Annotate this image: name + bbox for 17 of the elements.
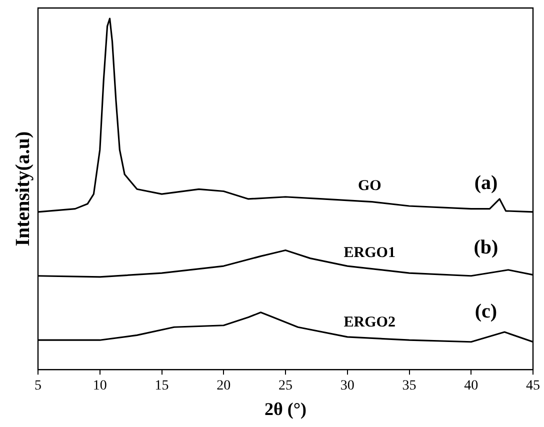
x-tick-label: 30 <box>340 378 354 394</box>
x-tick-label: 45 <box>526 378 540 394</box>
annotation: (b) <box>474 236 498 259</box>
x-axis-title: 2θ (°) <box>264 398 307 419</box>
x-tick-label: 15 <box>154 378 169 394</box>
x-tick-label: 5 <box>34 378 42 394</box>
x-tick-label: 35 <box>402 378 416 394</box>
series-label: ERGO2 <box>344 314 396 330</box>
x-tick-label: 10 <box>92 378 107 394</box>
x-tick-label: 25 <box>278 378 292 394</box>
x-tick-label: 40 <box>464 378 478 394</box>
x-tick-label: 20 <box>216 378 231 394</box>
series-label: GO <box>358 178 382 194</box>
series-label: ERGO1 <box>344 244 396 261</box>
annotation: (a) <box>474 172 498 194</box>
y-axis-title: Intensity(a.u) <box>12 131 34 246</box>
annotation: (c) <box>474 300 498 323</box>
